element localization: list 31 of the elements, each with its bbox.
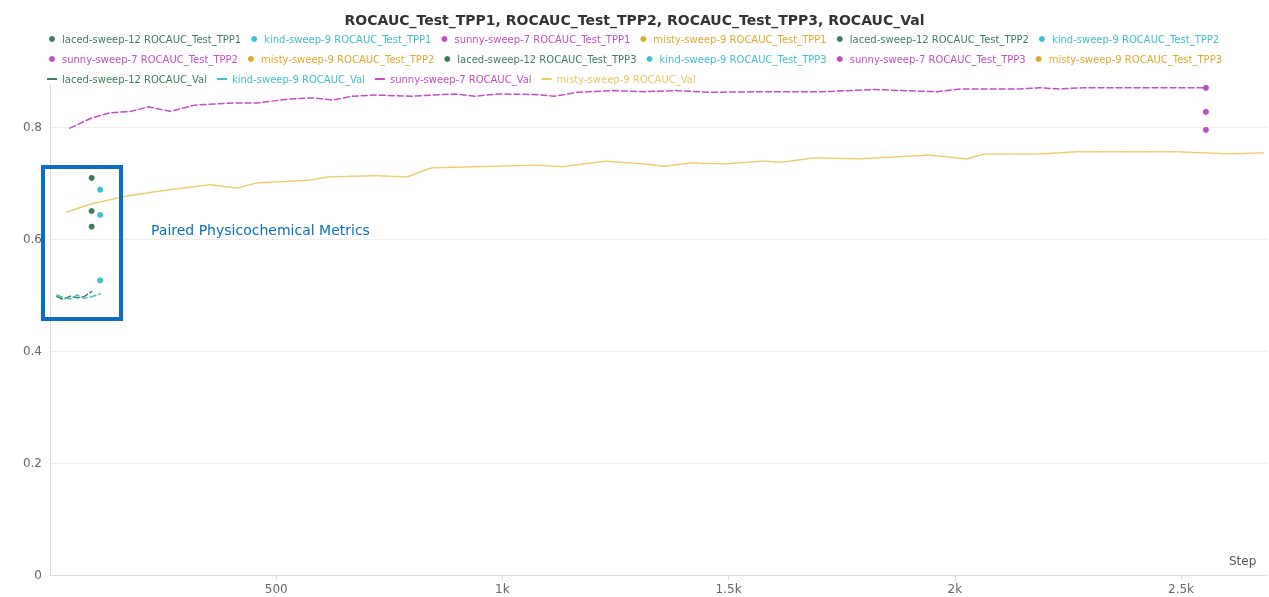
legend-label: sunny-sweep-7 ROCAUC_Test_TPP2 [61,53,238,66]
legend-label: misty-sweep-9 ROCAUC_Test_TPP2 [260,53,435,66]
legend-label: laced-sweep-12 ROCAUC_Test_TPP3 [457,53,637,66]
legend-label: kind-sweep-9 ROCAUC_Test_TPP1 [264,33,432,46]
legend-label: kind-sweep-9 ROCAUC_Test_TPP3 [659,53,827,66]
x-tick-label: 2.5k [1168,582,1195,596]
annotation: Paired Physicochemical Metrics [151,222,370,238]
x-axis-title: Step [1229,554,1257,568]
x-tick-label: 1k [495,582,510,596]
legend-label: misty-sweep-9 ROCAUC_Test_TPP1 [653,33,827,46]
y-tick-label: 0.2 [22,456,42,470]
legend-label: laced-sweep-12 ROCAUC_Test_TPP2 [849,33,1029,46]
x-tick-label: 2k [947,582,963,596]
legend-label: kind-sweep-9 ROCAUC_Val [231,73,365,86]
x-tick-label: 1.5k [715,582,742,596]
y-tick-label: 0 [34,568,42,582]
chart-title: ROCAUC_Test_TPP1, ROCAUC_Test_TPP2, ROCAUC_Test_TPP3, ROCAUC_Val [344,12,925,29]
line-series [56,290,93,301]
legend-label: laced-sweep-12 ROCAUC_Val [61,73,207,86]
y-tick-label: 0.6 [22,232,42,246]
legend-label: laced-sweep-12 ROCAUC_Test_TPP1 [61,33,242,46]
x-tick-label: 500 [264,582,288,596]
legend-label: sunny-sweep-7 ROCAUC_Test_TPP3 [849,53,1026,66]
legend-label: sunny-sweep-7 ROCAUC_Val [389,73,532,86]
legend-label: kind-sweep-9 ROCAUC_Test_TPP2 [1051,33,1220,46]
line-series [65,150,1265,213]
y-tick-label: 0.8 [22,120,42,134]
legend-label: misty-sweep-9 ROCAUC_Val [556,73,696,86]
legend-label: misty-sweep-9 ROCAUC_Test_TPP3 [1048,53,1223,66]
y-tick-label: 0.4 [22,344,42,358]
legend-label: sunny-sweep-7 ROCAUC_Test_TPP1 [454,33,631,46]
